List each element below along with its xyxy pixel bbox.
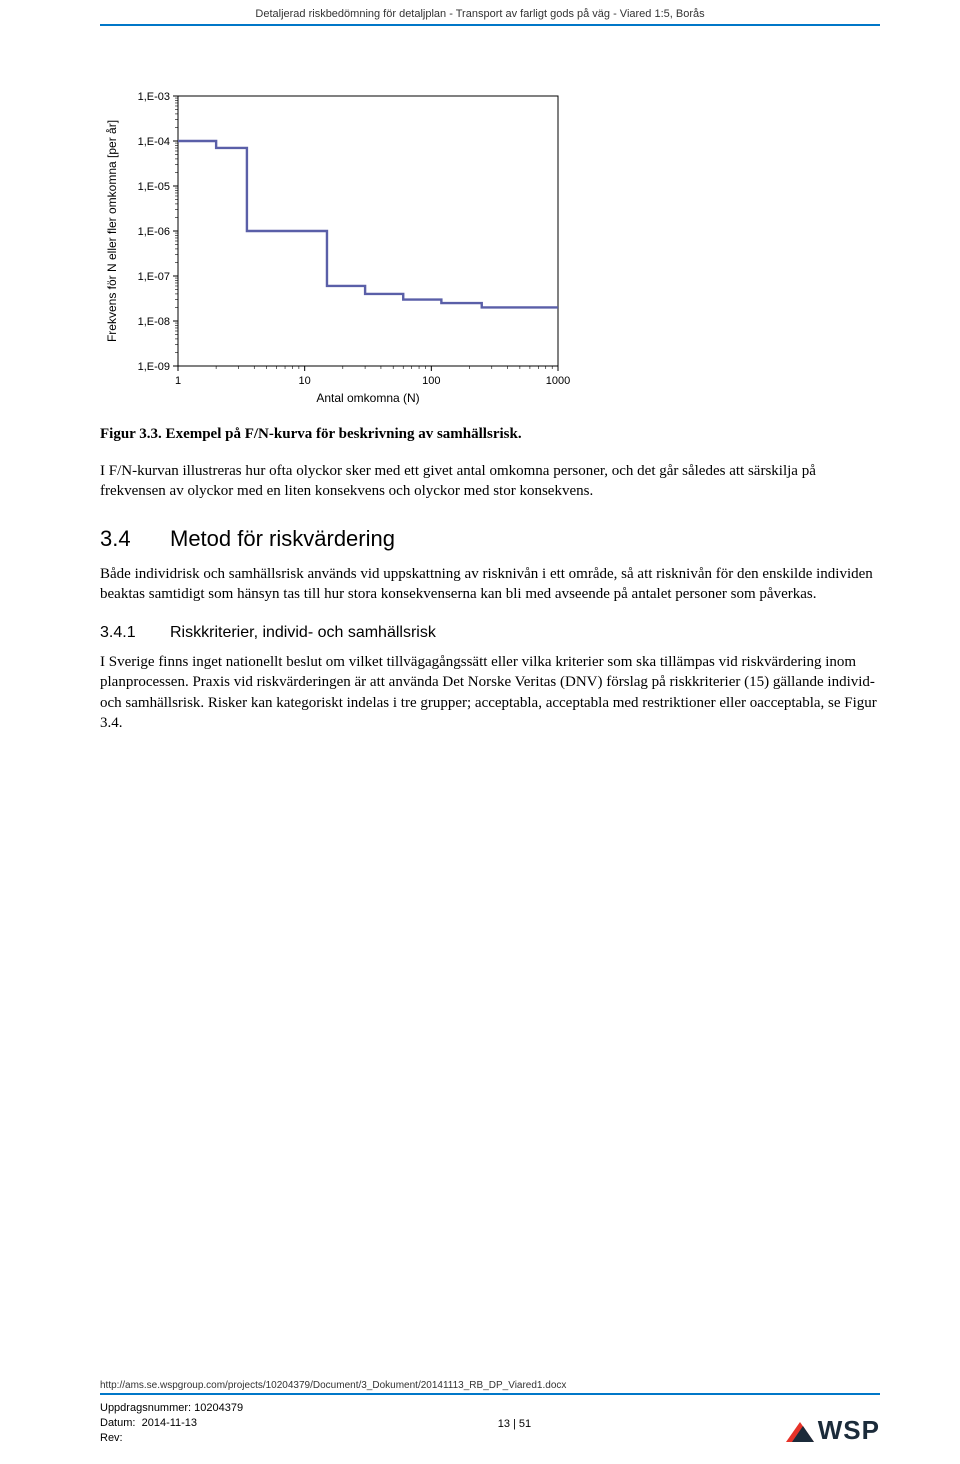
- wsp-logo-icon: [786, 1420, 814, 1442]
- rev-label: Rev:: [100, 1432, 123, 1444]
- svg-text:1,E-08: 1,E-08: [138, 316, 170, 328]
- svg-text:1: 1: [175, 375, 181, 387]
- svg-text:1,E-09: 1,E-09: [138, 361, 170, 373]
- heading-title: Riskkriterier, individ- och samhällsrisk: [170, 624, 436, 641]
- paragraph: I F/N-kurvan illustreras hur ofta olycko…: [100, 461, 880, 502]
- section-heading-3-4-1: 3.4.1Riskkriterier, individ- och samhäll…: [100, 624, 880, 642]
- paragraph: I Sverige finns inget nationellt beslut …: [100, 652, 880, 733]
- svg-text:1,E-06: 1,E-06: [138, 226, 170, 238]
- page-footer: http://ams.se.wspgroup.com/projects/1020…: [0, 1380, 960, 1464]
- svg-text:Antal omkomna (N): Antal omkomna (N): [316, 391, 419, 405]
- svg-text:1,E-03: 1,E-03: [138, 91, 170, 103]
- datum-label: Datum:: [100, 1417, 135, 1429]
- svg-text:1000: 1000: [546, 375, 570, 387]
- doc-header: Detaljerad riskbedömning för detaljplan …: [0, 0, 960, 24]
- datum-value: 2014-11-13: [142, 1417, 197, 1429]
- footer-url: http://ams.se.wspgroup.com/projects/1020…: [100, 1380, 880, 1391]
- uppdrag-label: Uppdragsnummer:: [100, 1402, 191, 1414]
- heading-number: 3.4: [100, 526, 170, 552]
- header-rule: [100, 24, 880, 26]
- heading-title: Metod för riskvärdering: [170, 526, 395, 551]
- footer-rule: [100, 1393, 880, 1395]
- footer-meta: Uppdragsnummer: 10204379 Datum: 2014-11-…: [100, 1401, 243, 1446]
- uppdrag-value: 10204379: [194, 1402, 243, 1414]
- svg-text:10: 10: [299, 375, 311, 387]
- svg-text:1,E-05: 1,E-05: [138, 181, 170, 193]
- svg-text:100: 100: [422, 375, 440, 387]
- fn-curve-chart: 1,E-09 1,E-08 1,E-07 1,E-06 1,E-05 1,E-04 1,E-…: [100, 86, 880, 406]
- heading-number: 3.4.1: [100, 624, 170, 642]
- svg-text:1,E-04: 1,E-04: [138, 136, 170, 148]
- wsp-logo: WSP: [786, 1415, 880, 1446]
- figure-caption: Figur 3.3. Exempel på F/N-kurva för besk…: [100, 426, 880, 443]
- svg-text:Frekvens för N eller fler omko: Frekvens för N eller fler omkomna [per å…: [105, 120, 119, 342]
- paragraph: Både individrisk och samhällsrisk använd…: [100, 564, 880, 605]
- doc-header-title: Detaljerad riskbedömning för detaljplan …: [255, 8, 704, 20]
- page-number: 13 | 51: [498, 1418, 531, 1430]
- svg-text:1,E-07: 1,E-07: [138, 271, 170, 283]
- wsp-logo-text: WSP: [818, 1415, 880, 1446]
- chart-svg: 1,E-09 1,E-08 1,E-07 1,E-06 1,E-05 1,E-04 1,E-…: [100, 86, 570, 406]
- section-heading-3-4: 3.4Metod för riskvärdering: [100, 526, 880, 552]
